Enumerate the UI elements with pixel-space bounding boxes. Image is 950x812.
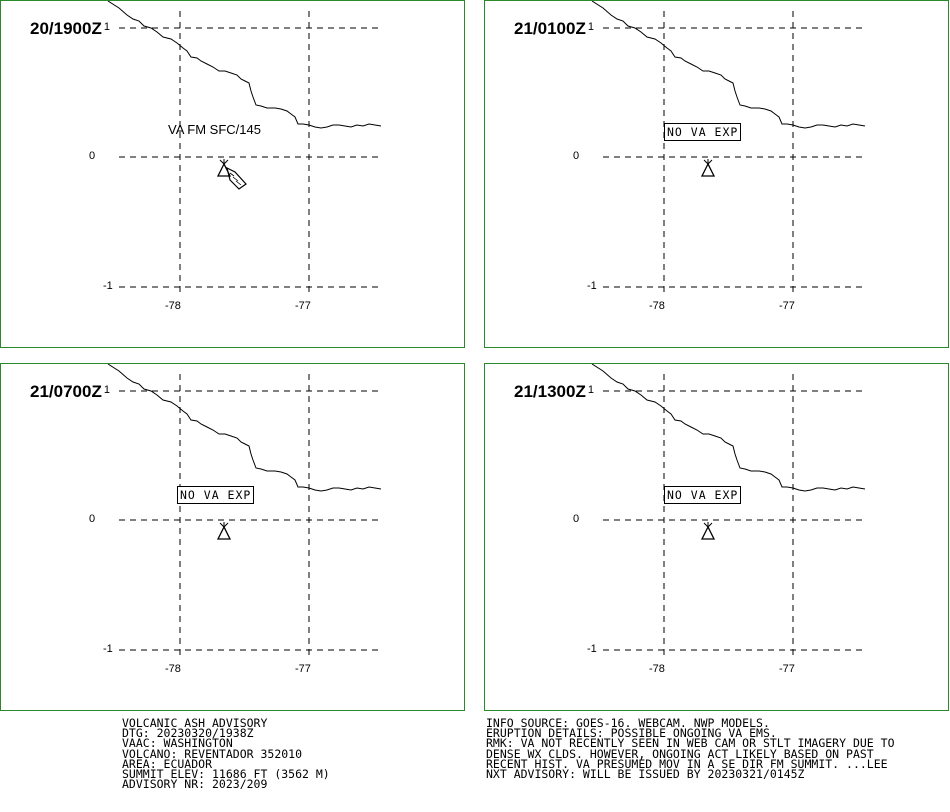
forecast-time: 20/1900Z: [30, 19, 102, 38]
map-canvas: [591, 364, 866, 656]
ash-layer-note: VA FM SFC/145: [168, 122, 261, 137]
advisory-line: SUMMIT ELEV: 11686 FT (3562 M): [122, 766, 330, 781]
lon-tick-label: -77: [295, 300, 311, 312]
map-panel: 20/1900Z 1 0 -1 -78 -77 VA FM SFC/145: [0, 0, 465, 348]
lat-tick-label: 0: [573, 513, 580, 525]
advisory-line: NXT ADVISORY: WILL BE ISSUED BY 20230321…: [486, 766, 805, 781]
forecast-time-label: 21/0100Z 1: [514, 19, 594, 39]
forecast-time: 21/1300Z: [514, 382, 586, 401]
advisory-line: INFO SOURCE: GOES-16. WEBCAM. NWP MODELS…: [486, 716, 770, 730]
coastline: [591, 364, 866, 492]
lat-tick-1: 1: [103, 384, 110, 396]
lat-tick-label: -1: [587, 280, 597, 292]
coastline: [591, 1, 866, 129]
advisory-line: VOLCANO: REVENTADOR 352010: [122, 746, 303, 761]
lon-tick-label: -77: [295, 663, 311, 675]
lat-tick-1: 1: [587, 384, 594, 396]
lon-tick-label: -77: [779, 300, 795, 312]
advisory-line: RECENT HIST. VA PRESUMED MOV IN A SE DIR…: [486, 756, 888, 771]
lat-tick-1: 1: [587, 21, 594, 33]
coastline: [107, 364, 382, 492]
advisory-line: VAAC: WASHINGTON: [122, 736, 233, 751]
lon-tick-label: -77: [779, 663, 795, 675]
map-panel: 21/0100Z 1 0 -1 -78 -77 NO VA EXP: [484, 0, 949, 348]
lat-tick-label: -1: [587, 643, 597, 655]
lon-tick-label: -78: [165, 663, 181, 675]
lon-tick-label: -78: [165, 300, 181, 312]
ash-plume-hatch: [229, 172, 242, 186]
no-ash-expected-label: NO VA EXP: [664, 486, 742, 504]
advisory-details-left: VOLCANIC ASH ADVISORY DTG: 20230320/1938Z…: [122, 716, 330, 792]
lat-tick-1: 1: [103, 21, 110, 33]
map-panel: 21/0700Z 1 0 -1 -78 -77 NO VA EXP: [0, 363, 465, 711]
advisory-line: DTG: 20230320/1938Z: [122, 726, 254, 741]
volcano-icon: [700, 159, 716, 177]
lat-tick-label: -1: [103, 643, 113, 655]
lon-tick-label: -78: [649, 663, 665, 675]
lat-tick-label: 0: [573, 150, 580, 162]
map-panel: 21/1300Z 1 0 -1 -78 -77 NO VA EXP: [484, 363, 949, 711]
advisory-line: ERUPTION DETAILS: POSSIBLE ONGOING VA EM…: [486, 726, 777, 741]
lon-tick-label: -78: [649, 300, 665, 312]
advisory-line: VOLCANIC ASH ADVISORY: [122, 716, 268, 730]
advisory-line: DENSE WX CLDS. HOWEVER, ONGOING ACT LIKE…: [486, 746, 874, 761]
lat-tick-label: 0: [89, 513, 96, 525]
advisory-line: AREA: ECUADOR: [122, 756, 213, 771]
forecast-time: 21/0100Z: [514, 19, 586, 38]
ash-plume-polygon: [226, 166, 247, 190]
advisory-line: RMK: VA NOT RECENTLY SEEN IN WEB CAM OR …: [486, 736, 895, 751]
volcano-icon: [216, 522, 232, 540]
map-canvas: [107, 1, 382, 293]
forecast-time-label: 21/1300Z 1: [514, 382, 594, 402]
forecast-time-label: 21/0700Z 1: [30, 382, 110, 402]
lat-tick-label: 0: [89, 150, 96, 162]
advisory-details-right: INFO SOURCE: GOES-16. WEBCAM. NWP MODELS…: [486, 716, 895, 781]
no-ash-expected-label: NO VA EXP: [177, 486, 255, 504]
coastline: [107, 1, 382, 129]
map-canvas: [591, 1, 866, 293]
forecast-time: 21/0700Z: [30, 382, 102, 401]
lat-tick-label: -1: [103, 280, 113, 292]
forecast-time-label: 20/1900Z 1: [30, 19, 110, 39]
map-canvas: [107, 364, 382, 656]
volcano-icon: [700, 522, 716, 540]
advisory-line: ADVISORY NR: 2023/209: [122, 777, 268, 792]
no-ash-expected-label: NO VA EXP: [664, 123, 742, 141]
